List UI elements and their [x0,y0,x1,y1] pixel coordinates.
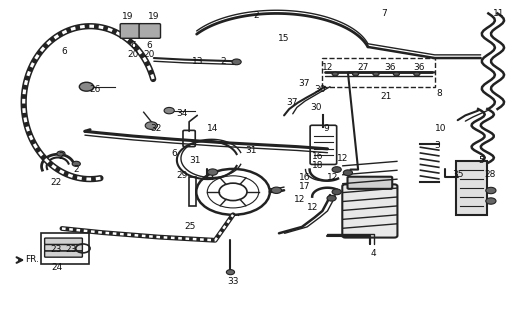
Text: 10: 10 [435,124,446,132]
Text: 24: 24 [51,263,62,272]
Text: 25: 25 [184,222,195,231]
Text: 31: 31 [245,146,257,155]
Circle shape [271,187,282,194]
Bar [323,58,435,87]
Circle shape [79,82,94,91]
Text: 6: 6 [61,47,68,56]
Text: 13: 13 [191,57,203,66]
Text: 30: 30 [310,103,322,112]
FancyBboxPatch shape [343,184,397,237]
Text: 34: 34 [176,109,188,118]
Text: 26: 26 [90,85,101,94]
Text: 23: 23 [66,245,77,254]
Circle shape [164,108,174,114]
Text: 12: 12 [327,173,338,182]
Circle shape [207,169,218,175]
Text: 23: 23 [50,245,61,254]
Text: 19: 19 [121,12,133,21]
Text: 36: 36 [414,63,425,72]
Circle shape [486,198,496,204]
Circle shape [414,72,420,76]
Text: 32: 32 [151,124,162,132]
Circle shape [72,161,80,166]
Text: 12: 12 [294,195,305,204]
Text: 21: 21 [380,92,392,101]
Text: 9: 9 [324,124,329,132]
Circle shape [232,59,241,65]
Circle shape [327,196,336,201]
Text: 11: 11 [493,9,504,18]
Text: 6: 6 [146,41,152,51]
Text: 2: 2 [58,152,64,161]
Circle shape [393,72,399,76]
Text: 37: 37 [299,79,310,88]
Text: 28: 28 [484,170,496,179]
Text: 36: 36 [384,63,396,72]
Circle shape [145,122,158,129]
Text: 20: 20 [143,50,155,59]
Circle shape [332,189,342,195]
Text: 37: 37 [286,98,297,107]
Text: 12: 12 [337,154,349,163]
Text: 27: 27 [357,63,369,72]
Text: 8: 8 [436,89,442,98]
Text: 3: 3 [434,141,440,150]
Text: 35: 35 [452,170,463,179]
Text: 33: 33 [227,276,239,285]
FancyBboxPatch shape [45,244,82,251]
Circle shape [352,72,358,76]
Circle shape [344,170,352,176]
Text: 7: 7 [381,9,387,18]
Text: 4: 4 [371,250,376,259]
Text: FR.: FR. [26,255,39,264]
Text: 30: 30 [314,85,326,94]
Text: 2: 2 [220,57,226,66]
Text: 15: 15 [279,35,290,44]
Text: 19: 19 [148,12,160,21]
FancyBboxPatch shape [45,251,82,257]
Text: 14: 14 [207,124,218,132]
FancyBboxPatch shape [139,24,161,38]
Text: 29: 29 [176,172,188,180]
FancyBboxPatch shape [456,161,487,215]
Text: 6: 6 [131,41,136,51]
FancyBboxPatch shape [348,177,392,189]
Text: 16: 16 [299,173,310,182]
Text: 12: 12 [307,203,318,212]
Circle shape [332,72,338,76]
Text: 16: 16 [311,152,323,161]
Text: 2: 2 [73,165,79,174]
Text: 5: 5 [478,156,483,164]
Circle shape [226,270,234,275]
FancyBboxPatch shape [120,24,142,38]
Text: 22: 22 [50,178,61,187]
Circle shape [486,187,496,194]
Circle shape [332,167,342,172]
Bar [40,233,89,264]
Text: 6: 6 [172,149,177,158]
Circle shape [373,72,379,76]
Text: 17: 17 [299,182,310,191]
Circle shape [57,151,65,156]
FancyBboxPatch shape [45,238,82,244]
Text: 18: 18 [311,161,323,170]
Text: 20: 20 [128,50,139,59]
Text: 12: 12 [322,63,333,72]
Text: 2: 2 [253,11,259,20]
Text: 31: 31 [189,156,201,164]
